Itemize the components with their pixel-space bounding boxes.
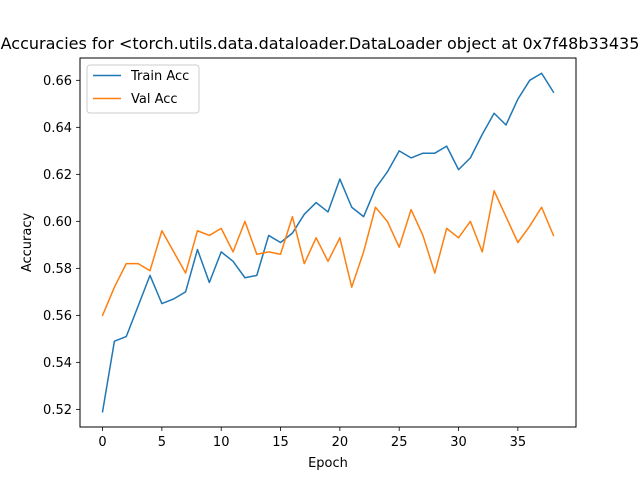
legend-box (86, 64, 200, 114)
y-axis-ticks: 0.52 0.54 0.56 0.58 0.60 0.62 0.64 0.66 (43, 74, 80, 418)
y-tick-label: 0.56 (43, 309, 72, 324)
legend: Train Acc Val Acc (86, 64, 200, 114)
x-tick-label: 5 (158, 435, 166, 450)
y-tick-label: 0.52 (43, 403, 72, 418)
x-tick-label: 10 (213, 435, 230, 450)
x-tick-label: 15 (272, 435, 289, 450)
series-line-val-acc (101, 190, 555, 317)
series-lines (101, 72, 555, 413)
x-tick-label: 35 (510, 435, 527, 450)
legend-label-val-acc: Val Acc (131, 92, 178, 107)
x-tick-label: 20 (332, 435, 349, 450)
plot-area (79, 57, 577, 428)
series-line-train-acc (101, 72, 555, 413)
legend-label-train-acc: Train Acc (130, 69, 189, 84)
y-tick-label: 0.60 (43, 215, 72, 230)
x-axis-label: Epoch (308, 456, 348, 471)
y-tick-label: 0.66 (43, 74, 72, 89)
y-tick-label: 0.64 (43, 121, 72, 136)
y-tick-label: 0.58 (43, 262, 72, 277)
y-tick-label: 0.62 (43, 168, 72, 183)
x-tick-label: 25 (391, 435, 408, 450)
y-tick-label: 0.54 (43, 356, 72, 371)
x-tick-label: 30 (450, 435, 467, 450)
chart-title: Accuracies for <torch.utils.data.dataloa… (1, 34, 640, 53)
x-tick-label: 0 (98, 435, 106, 450)
x-axis-ticks: 0 5 10 15 20 25 30 35 (98, 427, 526, 450)
y-axis-label: Accuracy (20, 213, 35, 273)
axes-frame (79, 57, 577, 428)
